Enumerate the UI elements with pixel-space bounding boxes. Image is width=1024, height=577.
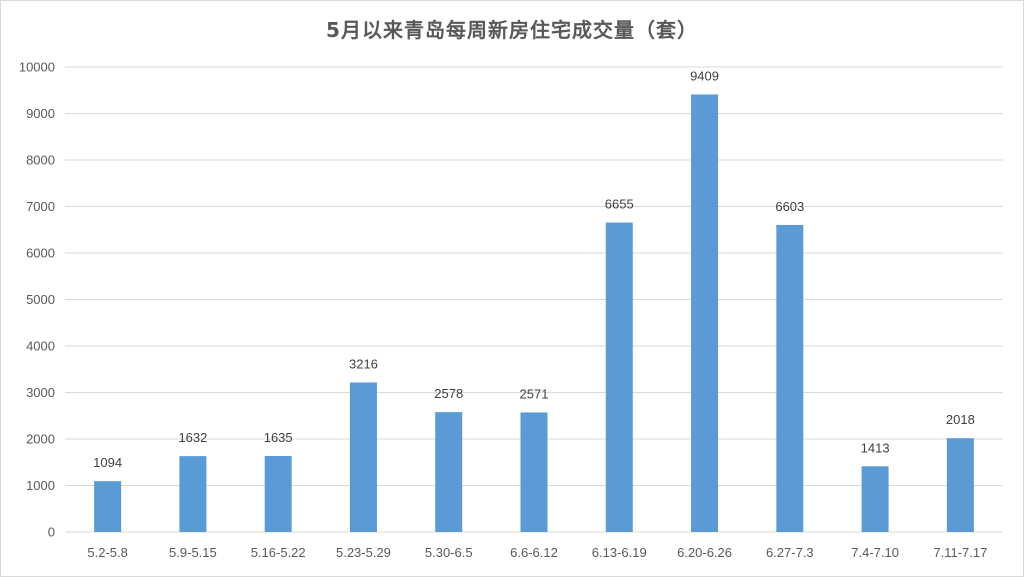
data-label: 2571 xyxy=(520,386,549,401)
bar xyxy=(946,438,974,532)
bar xyxy=(861,466,889,532)
x-tick-label: 6.27-7.3 xyxy=(766,545,814,560)
y-tick-label: 8000 xyxy=(26,153,55,168)
data-labels: 1094 1632 1635 3216 2578 2571 6655 9409 6603 1413… xyxy=(93,68,975,470)
x-tick-label: 5.9-5.15 xyxy=(169,545,217,560)
x-axis-ticks: 5.2-5.8 5.9-5.15 5.16-5.22 5.23-5.29 5.30-6.… xyxy=(87,545,987,560)
y-axis-ticks: 0 1000 2000 3000 4000 5000 6000 7000 8000 9000 100… xyxy=(19,60,55,540)
data-label: 6655 xyxy=(605,197,634,212)
y-tick-label: 4000 xyxy=(26,339,55,354)
x-tick-label: 6.20-6.26 xyxy=(677,545,732,560)
bar xyxy=(691,94,719,532)
data-label: 1094 xyxy=(93,455,122,470)
bar xyxy=(435,412,463,532)
y-tick-label: 2000 xyxy=(26,432,55,447)
bar xyxy=(605,222,633,533)
y-tick-label: 6000 xyxy=(26,246,55,261)
x-tick-label: 5.23-5.29 xyxy=(336,545,391,560)
gridlines xyxy=(65,66,1003,533)
x-tick-label: 7.11-7.17 xyxy=(933,545,987,560)
data-label: 1632 xyxy=(178,430,207,445)
bar xyxy=(179,456,207,532)
data-label: 3216 xyxy=(349,356,378,371)
data-label: 6603 xyxy=(775,199,804,214)
y-tick-label: 1000 xyxy=(26,478,55,493)
data-label: 2018 xyxy=(946,412,975,427)
y-tick-label: 3000 xyxy=(26,385,55,400)
y-tick-label: 10000 xyxy=(19,60,55,75)
data-label: 9409 xyxy=(690,68,719,83)
data-label: 2578 xyxy=(434,386,463,401)
bars xyxy=(94,94,974,533)
x-tick-label: 5.30-6.5 xyxy=(425,545,473,560)
x-tick-label: 5.16-5.22 xyxy=(251,545,306,560)
chart-title: 5月以来青岛每周新房住宅成交量（套） xyxy=(326,18,698,42)
bar xyxy=(94,481,122,532)
bar xyxy=(349,382,377,532)
x-tick-label: 6.6-6.12 xyxy=(510,545,558,560)
data-label: 1635 xyxy=(264,430,293,445)
y-tick-label: 9000 xyxy=(26,106,55,121)
x-tick-label: 7.4-7.10 xyxy=(851,545,899,560)
bar xyxy=(776,224,804,532)
bar xyxy=(520,412,548,532)
y-tick-label: 5000 xyxy=(26,292,55,307)
data-label: 1413 xyxy=(861,440,890,455)
bar xyxy=(264,455,292,532)
x-tick-label: 6.13-6.19 xyxy=(592,545,647,560)
y-tick-label: 7000 xyxy=(26,199,55,214)
y-tick-label: 0 xyxy=(48,525,55,540)
x-tick-label: 5.2-5.8 xyxy=(87,545,127,560)
